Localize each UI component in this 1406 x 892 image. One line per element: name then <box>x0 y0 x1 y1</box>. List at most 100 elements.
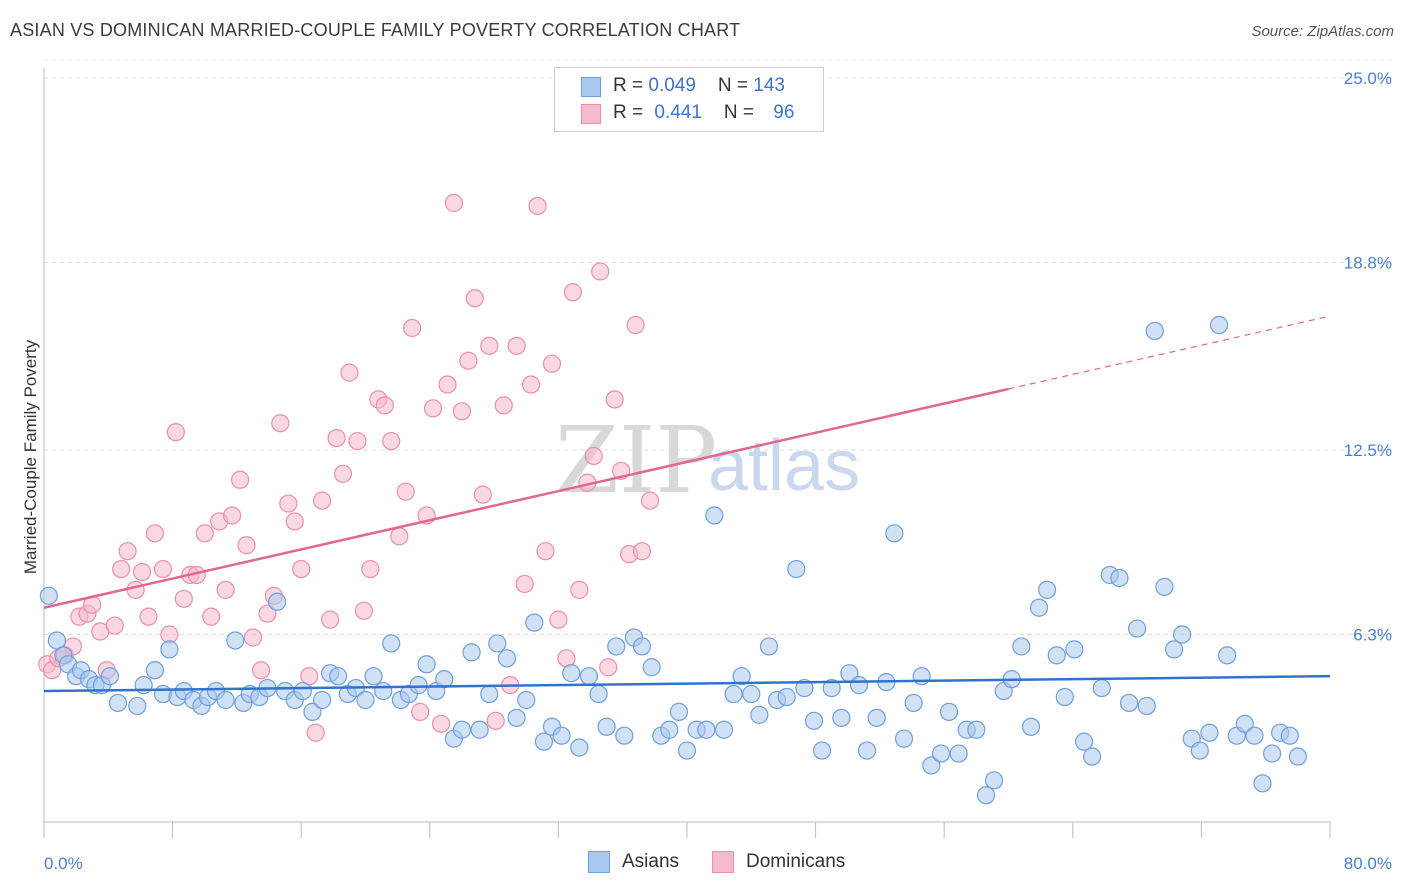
dominicans-point <box>118 542 137 561</box>
dominicans-point <box>132 562 152 582</box>
dominicans-point <box>452 402 472 421</box>
dominicans-point <box>166 423 185 442</box>
asians-point <box>1127 619 1147 638</box>
asians-point <box>417 655 436 674</box>
legend-r-label: R = <box>613 102 649 123</box>
dominicans-trend-extension <box>1008 315 1331 390</box>
asians-point <box>303 702 322 721</box>
dominicans-point <box>473 485 492 504</box>
asians-points <box>39 315 1307 805</box>
axes <box>43 68 1331 838</box>
asians-point <box>812 741 832 760</box>
dominicans-point <box>549 610 568 629</box>
dominicans-point <box>153 559 173 579</box>
asians-point <box>787 559 806 579</box>
bottom-legend-label: Asians <box>622 851 680 872</box>
asians-point <box>1190 741 1209 760</box>
dominicans-point <box>423 399 443 418</box>
dominicans-point <box>599 658 618 677</box>
legend-row-asians: R = 0.049 N = 143 <box>613 74 785 98</box>
x-tick-label-max: 80.0% <box>1344 854 1392 873</box>
dominicans-point <box>375 396 394 415</box>
asians-point <box>1209 315 1229 335</box>
dominicans-point <box>431 714 451 733</box>
asians-point <box>1055 687 1074 707</box>
legend-r-value: 0.441 <box>654 102 702 123</box>
dominicans-point <box>494 396 513 415</box>
asians-point <box>1288 747 1307 766</box>
dominicans-point <box>403 318 422 338</box>
asians-point <box>632 637 652 656</box>
y-tick-label: 18.8% <box>1344 254 1392 273</box>
asians-point <box>1200 723 1219 742</box>
asians-point <box>39 586 58 605</box>
dominicans-point <box>139 607 158 626</box>
asians-point <box>867 708 886 727</box>
asians-point <box>922 756 941 775</box>
bottom-legend-swatch-dominicans <box>712 851 734 873</box>
asians-point <box>984 771 1004 790</box>
dominicans-point <box>411 702 430 721</box>
dominicans-point <box>126 580 145 599</box>
dominicans-point <box>292 559 311 579</box>
asians-point <box>374 681 393 701</box>
asians-point <box>435 670 454 689</box>
asians-point <box>160 640 179 659</box>
chart-title: ASIAN VS DOMINICAN MARRIED-COUPLE FAMILY… <box>10 20 741 40</box>
asians-point <box>382 634 401 653</box>
asians-point <box>1074 732 1094 751</box>
asians-point <box>1245 726 1264 745</box>
asians-point <box>108 693 128 713</box>
asians-point <box>517 690 536 710</box>
asians-point <box>1253 774 1272 793</box>
asians-point <box>128 696 147 716</box>
asians-point <box>904 693 923 713</box>
asians-point <box>597 717 616 736</box>
dominicans-point <box>216 580 235 599</box>
asians-point <box>697 720 716 739</box>
watermark-atlas: atlas <box>708 426 860 506</box>
dominicans-point <box>112 559 131 579</box>
bottom-legend-swatch-asians <box>588 851 610 873</box>
asians-point <box>452 720 472 739</box>
legend: R = 0.049 N = 143 R = 0.441 N = 96 <box>554 67 824 132</box>
asians-point <box>312 690 332 710</box>
dominicans-point <box>174 589 193 608</box>
bottom-legend-asians: Asians <box>588 851 679 873</box>
asians-point <box>742 684 761 704</box>
dominicans-point <box>382 431 401 451</box>
dominicans-point <box>222 506 242 525</box>
dominicans-point <box>145 524 165 543</box>
dominicans-point <box>563 283 582 302</box>
legend-n-value: 143 <box>753 75 785 96</box>
dominicans-point <box>202 607 221 626</box>
asians-point <box>1164 640 1184 659</box>
dominicans-point <box>390 527 409 546</box>
asians-point <box>507 708 526 727</box>
dominicans-point <box>354 601 373 620</box>
dominicans-point <box>195 524 214 543</box>
asians-point <box>705 506 724 525</box>
asians-point <box>967 720 986 739</box>
y-axis-label: Married-Couple Family Poverty <box>21 339 40 574</box>
asians-point <box>1037 580 1057 599</box>
asians-point <box>885 524 904 543</box>
asians-point <box>777 687 796 707</box>
asians-point <box>939 702 959 721</box>
legend-row-dominicans: R = 0.441 N = 96 <box>613 101 794 125</box>
asians-point <box>750 705 769 724</box>
bottom-legend-dominicans: Dominicans <box>712 851 845 873</box>
dominicans-point <box>258 604 277 623</box>
legend-swatch-asians <box>581 77 601 97</box>
asians-point <box>488 634 507 653</box>
dominicans-point <box>243 628 263 647</box>
asians-point <box>931 744 951 763</box>
dominicans-point <box>333 464 353 483</box>
asians-point <box>1145 321 1164 341</box>
asians-point <box>669 702 689 721</box>
asians-point <box>1029 598 1049 617</box>
dominicans-point <box>515 574 534 594</box>
dominicans-point <box>306 723 325 742</box>
asians-point <box>949 744 968 763</box>
x-tick-label-min: 0.0% <box>44 854 83 873</box>
